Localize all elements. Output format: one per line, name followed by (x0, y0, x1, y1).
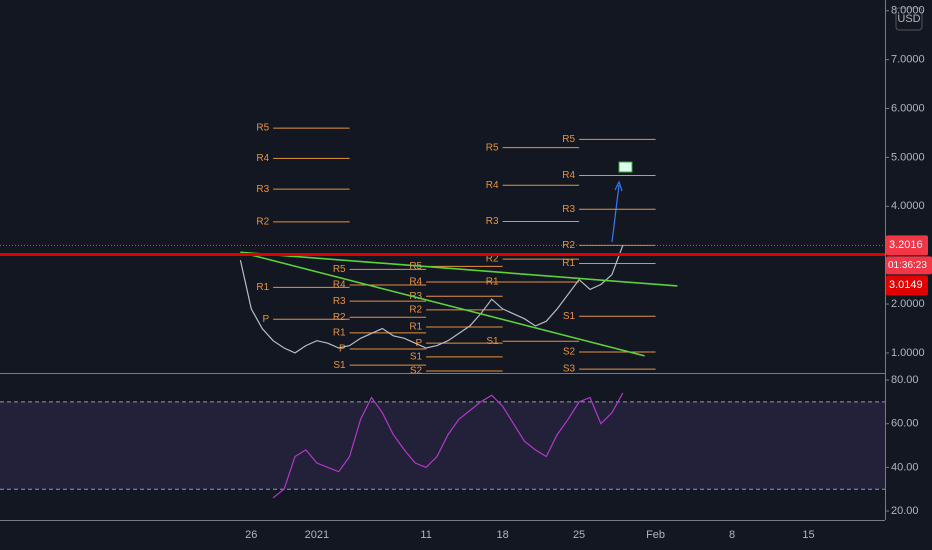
x-tick-label: 8 (729, 529, 735, 541)
x-tick-label: 2021 (305, 529, 329, 541)
pivot-label: R5 (256, 123, 269, 134)
pivot-label: S2 (410, 366, 423, 377)
pivot-label: R2 (256, 217, 269, 228)
trendline (240, 251, 678, 287)
countdown-box (886, 256, 932, 275)
y-tick-label: 7.0000 (891, 54, 925, 66)
pivot-label: R2 (562, 240, 575, 251)
y-tick-label: 6.0000 (891, 102, 925, 114)
price-label-box (886, 235, 928, 256)
trendline (240, 251, 645, 357)
y-tick-label: 40.00 (891, 461, 919, 473)
x-tick-label: Feb (646, 529, 665, 541)
pivot-label: R5 (562, 134, 575, 145)
pivot-label: R3 (486, 216, 499, 227)
y-tick-label: 4.0000 (891, 200, 925, 212)
y-tick-label: 8.0000 (891, 5, 925, 17)
pivot-label: R4 (486, 180, 499, 191)
y-tick-label: 1.0000 (891, 347, 925, 359)
pivot-label: S2 (563, 347, 576, 358)
pivot-label: S1 (410, 351, 423, 362)
pivot-label: R1 (562, 258, 575, 269)
price-label-box (886, 275, 928, 296)
y-tick-label: 2.0000 (891, 298, 925, 310)
x-tick-label: 25 (573, 529, 585, 541)
y-tick-label: 20.00 (891, 505, 919, 517)
price-label: 3.2016 (889, 239, 923, 251)
pivot-label: S1 (333, 360, 346, 371)
pivot-label: P (262, 314, 269, 325)
pivot-label: R5 (333, 264, 346, 275)
pivot-label: R4 (409, 277, 422, 288)
pivot-label: R4 (562, 170, 575, 181)
rsi-line (272, 392, 624, 499)
pivot-label: P (415, 338, 422, 349)
pivot-label: P (339, 344, 346, 355)
x-tick-label: 26 (245, 529, 257, 541)
x-tick-label: 18 (496, 529, 508, 541)
pivot-label: R1 (409, 322, 422, 333)
pivot-label: S1 (486, 336, 499, 347)
pivot-label: S1 (563, 311, 576, 322)
y-tick-label: 80.00 (891, 374, 919, 386)
pivot-label: R2 (486, 254, 499, 265)
countdown: 01:36:23 (888, 260, 927, 271)
price-line (239, 245, 624, 354)
pivot-label: R1 (333, 328, 346, 339)
pivot-label: R4 (256, 153, 269, 164)
pivot-label: R1 (256, 282, 269, 293)
pivot-label: R4 (333, 280, 346, 291)
pivot-label: R3 (333, 296, 346, 307)
target-arrow (611, 161, 633, 243)
pivot-label: R5 (486, 142, 499, 153)
pivot-label: R2 (333, 312, 346, 323)
y-tick-label: 5.0000 (891, 151, 925, 163)
pivot-label: R1 (486, 277, 499, 288)
pivot-label: R3 (562, 204, 575, 215)
pivot-label: R3 (409, 291, 422, 302)
currency-box[interactable] (895, 7, 923, 31)
pivot-label: R2 (409, 305, 422, 316)
currency[interactable]: USD (897, 13, 920, 25)
x-tick-label: 15 (802, 529, 814, 541)
price-label: 3.0149 (889, 279, 923, 291)
y-tick-label: 60.00 (891, 418, 919, 430)
x-tick-label: 11 (420, 529, 431, 541)
pivot-label: S3 (563, 364, 576, 375)
flag-icon (618, 161, 633, 173)
pivot-label: R3 (256, 184, 269, 195)
